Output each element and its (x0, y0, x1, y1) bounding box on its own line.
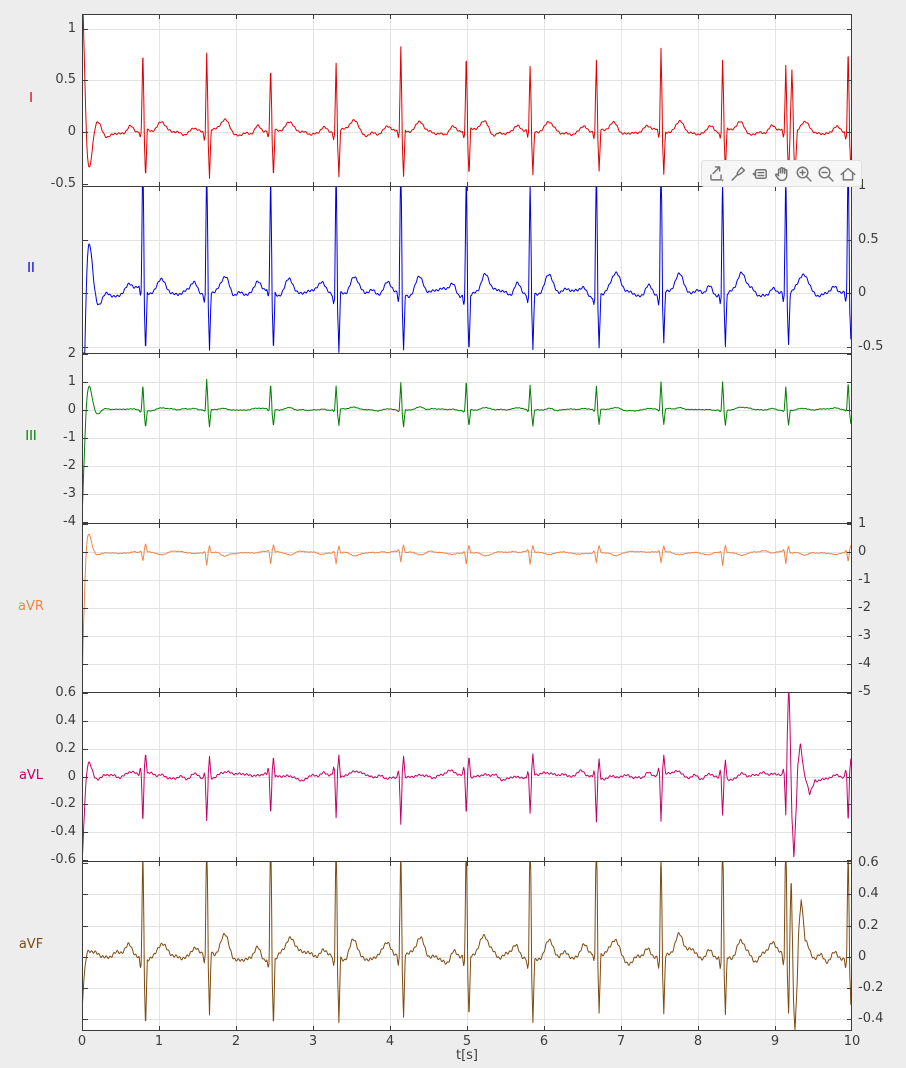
axes-canvas-III[interactable] (82, 353, 852, 524)
datatips-icon[interactable] (749, 163, 770, 184)
y-tick-label: -2 (63, 457, 76, 473)
lead-label-aVL: aVL (18, 767, 44, 783)
export-icon[interactable] (705, 163, 726, 184)
y-tick-label: 1 (67, 373, 76, 389)
y-tick-label: -0.4 (50, 824, 76, 840)
y-tick-label: 0 (67, 401, 76, 417)
x-tick-label: 1 (154, 1034, 164, 1049)
y-tick-label: 1 (858, 178, 867, 193)
subplot-I (82, 14, 852, 187)
axes-canvas-aVR[interactable] (82, 523, 852, 693)
subplot-aVL (82, 692, 852, 862)
y-tick-label: 0.5 (858, 231, 879, 247)
y-tick-label: 0 (67, 124, 76, 140)
y-tick-label: 0 (858, 285, 867, 301)
y-tick-label: -5 (858, 684, 871, 699)
ecg-trace-III (82, 378, 852, 519)
brush-icon[interactable] (727, 163, 748, 184)
y-tick-label: -3 (63, 485, 76, 501)
x-tick-label: 7 (616, 1034, 626, 1049)
ecg-trace-aVF (82, 861, 852, 1031)
lead-label-II: II (27, 260, 35, 276)
x-tick-label: 0 (77, 1034, 87, 1049)
y-tick-label: -0.5 (50, 175, 76, 191)
home-icon[interactable] (837, 163, 858, 184)
zoom-out-icon[interactable] (815, 163, 836, 184)
y-tick-label: 0.6 (858, 855, 879, 871)
axes-canvas-aVL[interactable] (82, 692, 852, 862)
y-tick-label: 0.2 (858, 917, 879, 933)
ecg-trace-II (82, 186, 852, 354)
y-tick-label: -0.2 (50, 796, 76, 812)
ecg-trace-aVR (82, 533, 852, 688)
x-axis-label: t[s] (455, 1048, 478, 1063)
x-tick-label: 9 (770, 1034, 780, 1049)
axes-canvas-II[interactable] (82, 186, 852, 354)
y-tick-label: 0.2 (55, 740, 76, 756)
y-tick-label: 2 (67, 345, 76, 361)
lead-label-III: III (25, 429, 37, 444)
y-tick-label: -4 (858, 656, 871, 672)
y-tick-label: -0.4 (858, 1011, 884, 1027)
y-tick-label: -2 (858, 600, 871, 616)
x-tick-label: 3 (308, 1034, 318, 1049)
x-tick-label: 4 (385, 1034, 395, 1049)
y-tick-label: 0.4 (858, 886, 879, 902)
subplot-aVF (82, 861, 852, 1031)
x-tick-label: 6 (539, 1034, 549, 1049)
y-tick-label: 1 (67, 20, 76, 36)
zoom-in-icon[interactable] (793, 163, 814, 184)
lead-label-aVF: aVF (18, 936, 44, 952)
y-tick-label: -1 (63, 429, 76, 445)
x-tick-label: 5 (462, 1034, 472, 1049)
y-tick-label: 0 (858, 544, 867, 560)
y-tick-label: -1 (858, 572, 871, 588)
y-tick-label: 1 (858, 516, 867, 532)
y-tick-label: 0.5 (55, 72, 76, 88)
x-tick-label: 2 (231, 1034, 241, 1049)
lead-label-aVR: aVR (18, 598, 44, 614)
axes-canvas-aVF[interactable] (82, 861, 852, 1031)
y-tick-label: -0.5 (858, 338, 884, 354)
y-tick-label: 0.6 (55, 684, 76, 700)
pan-icon[interactable] (771, 163, 792, 184)
subplot-aVR (82, 523, 852, 693)
y-tick-label: -0.2 (858, 979, 884, 995)
y-tick-label: 0.4 (55, 712, 76, 728)
y-tick-label: -0.6 (50, 852, 76, 868)
y-tick-label: -3 (858, 628, 871, 644)
subplot-II (82, 186, 852, 354)
y-tick-label: -4 (63, 513, 76, 529)
ecg-trace-aVL (82, 692, 852, 862)
ecg-trace-I (82, 14, 852, 179)
x-tick-label: 8 (693, 1034, 703, 1049)
subplot-III (82, 353, 852, 524)
y-tick-label: 0 (67, 768, 76, 784)
axes-canvas-I[interactable] (82, 14, 852, 187)
lead-label-I: I (29, 91, 33, 106)
axes-toolbar (701, 160, 862, 187)
x-tick-label: 10 (843, 1034, 861, 1049)
y-tick-label: 0 (858, 948, 867, 964)
